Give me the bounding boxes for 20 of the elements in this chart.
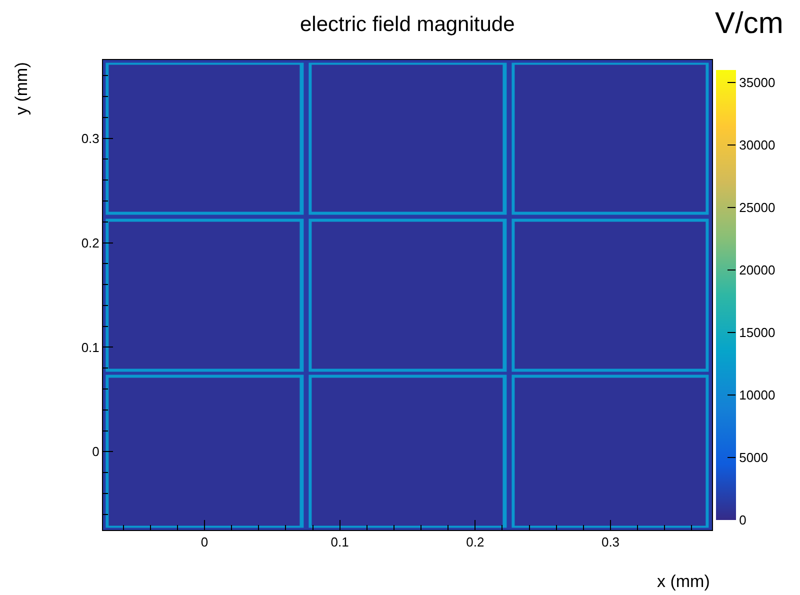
x-tick-label: 0 bbox=[200, 534, 208, 550]
color-bar-label: 15000 bbox=[739, 325, 776, 340]
y-tick-label: 0 bbox=[92, 444, 100, 460]
color-bar-label: 5000 bbox=[739, 450, 768, 466]
color-bar-label: 10000 bbox=[739, 388, 776, 403]
y-tick-label: 0.2 bbox=[81, 235, 100, 250]
color-bar-label: 0 bbox=[739, 512, 746, 528]
chart-title: electric field magnitude bbox=[300, 13, 515, 36]
x-axis-title: x (mm) bbox=[657, 572, 710, 591]
y-tick-label: 0.1 bbox=[81, 340, 100, 355]
x-tick-label: 0.1 bbox=[330, 534, 349, 550]
color-bar-label: 20000 bbox=[739, 262, 776, 278]
color-bar-title: V/cm bbox=[715, 7, 784, 40]
color-bar-label: 30000 bbox=[739, 138, 776, 153]
x-tick-label: 0.3 bbox=[601, 534, 620, 550]
y-axis-title: y (mm) bbox=[12, 62, 31, 115]
color-bar-label: 25000 bbox=[739, 200, 776, 216]
color-bar-label: 35000 bbox=[739, 75, 776, 90]
y-tick-label: 0.3 bbox=[81, 130, 100, 146]
x-tick-label: 0.2 bbox=[466, 534, 484, 550]
